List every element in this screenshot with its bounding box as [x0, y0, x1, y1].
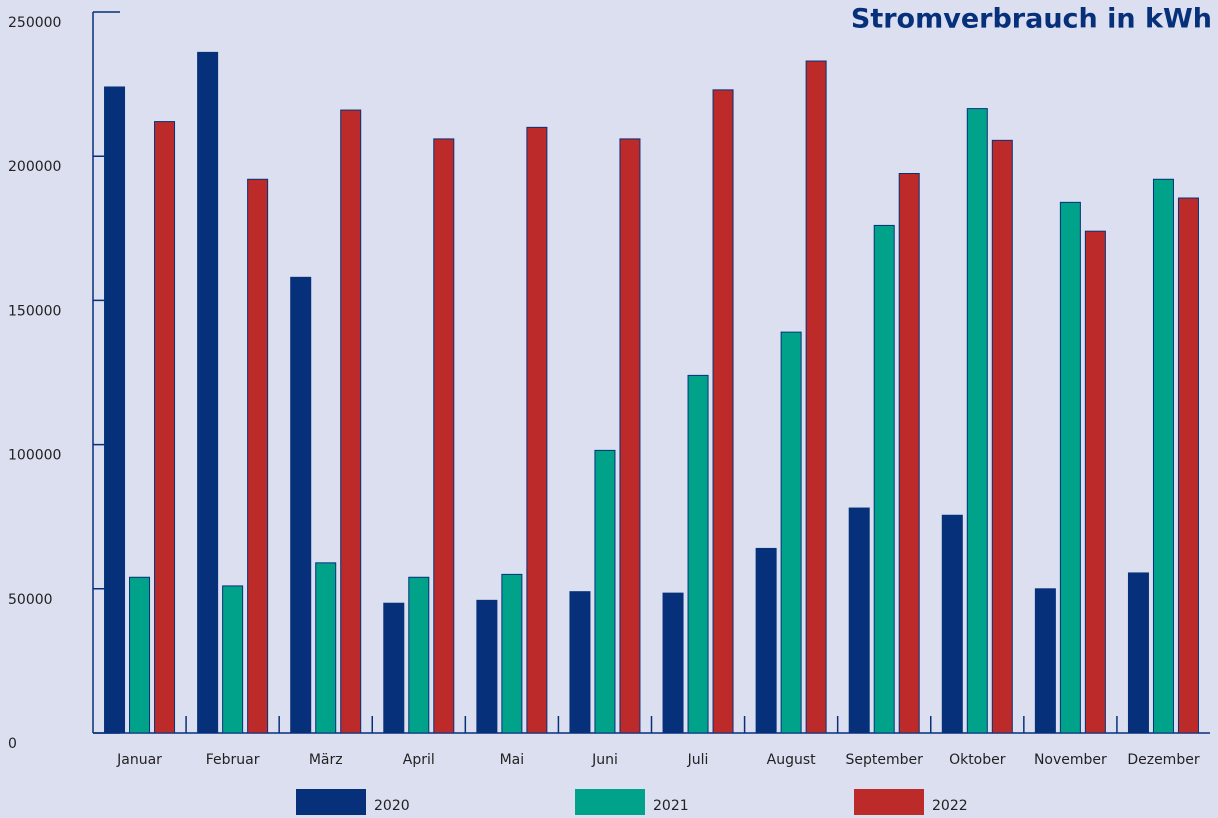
y-tick-label: 150000 [8, 303, 61, 319]
x-tick-label: September [846, 752, 924, 768]
x-tick-label: Februar [206, 752, 260, 768]
x-tick-label: August [767, 752, 817, 768]
bar [662, 592, 684, 734]
y-tick-label: 50000 [8, 592, 53, 608]
bar [594, 449, 616, 734]
x-tick-label: November [1034, 752, 1107, 768]
x-tick-label: Mai [500, 752, 525, 768]
bar [780, 331, 802, 734]
bar [154, 121, 176, 734]
legend-label: 2021 [653, 798, 689, 814]
legend-swatch [854, 789, 924, 815]
bar [433, 138, 455, 734]
bar [129, 576, 151, 734]
bar [898, 173, 920, 734]
y-tick-label: 250000 [8, 15, 61, 31]
bar [966, 108, 988, 734]
x-tick-label: Dezember [1127, 752, 1199, 768]
legend-swatch [575, 789, 645, 815]
y-tick-label: 0 [8, 736, 17, 752]
bar [873, 224, 895, 734]
bar [805, 60, 827, 734]
x-tick-label: März [309, 752, 343, 768]
bar [1127, 572, 1149, 734]
bar [290, 276, 312, 734]
bar [222, 585, 244, 734]
y-tick-label: 100000 [8, 448, 61, 464]
bar [104, 86, 126, 734]
bar [687, 374, 709, 734]
bar [476, 599, 498, 734]
bar [619, 138, 641, 734]
y-tick-label: 200000 [8, 159, 61, 175]
legend-label: 2022 [932, 798, 968, 814]
bar [755, 547, 777, 734]
bar [1084, 230, 1106, 734]
bar [315, 562, 337, 734]
bar [1177, 197, 1199, 734]
bar [408, 576, 430, 734]
bar [848, 507, 870, 734]
x-tick-label: Juni [591, 752, 618, 768]
bar [383, 602, 405, 734]
x-tick-label: Juli [687, 752, 709, 768]
bar [526, 126, 548, 734]
bar [941, 514, 963, 734]
bar [569, 591, 591, 734]
bar [712, 89, 734, 734]
bar [1152, 178, 1174, 734]
x-tick-label: Januar [116, 752, 162, 768]
bar [1059, 201, 1081, 734]
bar [197, 51, 219, 734]
x-tick-label: Oktober [949, 752, 1006, 768]
chart-title: Stromverbrauch in kWh [851, 4, 1212, 35]
legend-swatch [296, 789, 366, 815]
bar [991, 139, 1013, 734]
bar [340, 109, 362, 734]
bar [247, 178, 269, 734]
legend-label: 2020 [374, 798, 410, 814]
bar [501, 573, 523, 734]
bar [1034, 588, 1056, 734]
x-tick-label: April [403, 752, 435, 768]
